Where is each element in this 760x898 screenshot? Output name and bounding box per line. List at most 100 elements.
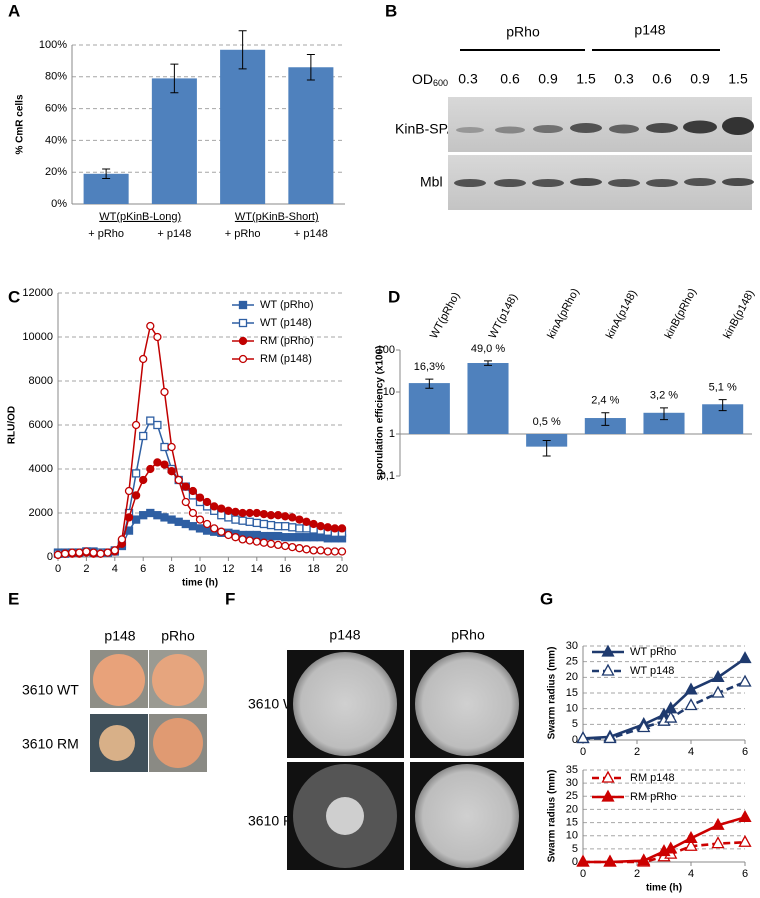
y-tick-label: 20 <box>566 671 578 683</box>
marker <box>153 332 162 342</box>
marker <box>302 524 311 533</box>
marker <box>337 524 347 533</box>
bar <box>288 67 334 204</box>
y-tick-label: 4000 <box>29 463 53 475</box>
column-label: pRho <box>161 628 195 644</box>
y-tick-label: 80% <box>45 71 67 83</box>
value-label: 49,0 % <box>471 343 505 355</box>
marker <box>224 530 233 540</box>
panel-letter: E <box>8 589 19 608</box>
marker <box>231 515 240 524</box>
x-tick-label: kinB(pRho) <box>663 287 699 341</box>
panel-letter: C <box>8 287 20 306</box>
marker <box>738 809 752 822</box>
row-label: 3610 WT <box>22 682 79 698</box>
y-tick-label: 20% <box>45 166 67 178</box>
marker <box>259 519 269 529</box>
marker <box>330 547 340 556</box>
error-bar <box>238 30 247 70</box>
marker <box>160 513 169 522</box>
marker <box>711 685 725 698</box>
y-tick-label: 8000 <box>29 375 53 387</box>
marker <box>684 838 698 851</box>
marker <box>195 524 205 533</box>
band-label: Mbl <box>420 174 443 190</box>
x-tick-label: 2 <box>634 868 640 880</box>
bar <box>584 418 626 434</box>
marker <box>124 486 134 496</box>
x-tick-label: 2 <box>83 563 89 575</box>
x-tick-label: + p148 <box>294 228 328 240</box>
bar <box>643 412 685 434</box>
value-label: 0,5 % <box>533 416 561 428</box>
marker <box>96 549 105 558</box>
panel-letter: G <box>540 589 553 608</box>
x-tick-label: 4 <box>112 563 118 575</box>
marker <box>89 548 98 557</box>
y-axis-label: sporulation efficiency (x100) <box>375 345 386 480</box>
panel-letter: A <box>8 1 20 20</box>
marker <box>266 539 276 548</box>
column-label: p148 <box>329 627 360 643</box>
marker <box>295 544 304 553</box>
plate-images <box>287 650 524 870</box>
y-tick-label: 1 <box>389 428 395 440</box>
od-value: 1.5 <box>576 71 596 87</box>
od-value: 0.6 <box>652 71 672 87</box>
group-label: WT(pKinB-Long) <box>99 211 181 223</box>
marker <box>217 527 226 536</box>
marker <box>266 511 276 520</box>
marker <box>110 546 119 555</box>
error-bar <box>170 63 179 94</box>
marker <box>576 731 590 744</box>
legend-label: WT p148 <box>630 665 674 677</box>
x-tick-label: 2 <box>634 746 640 758</box>
od-label: OD600 <box>412 71 448 89</box>
x-tick-label: kinA(p148) <box>604 288 640 341</box>
y-tick-label: 15 <box>566 687 578 699</box>
error-bar <box>718 399 727 412</box>
y-axis-label: Swarm radius (mm) <box>547 770 558 863</box>
panel-letter: D <box>388 287 400 306</box>
legend-marker <box>601 663 615 676</box>
marker <box>131 420 141 430</box>
bar <box>467 363 509 434</box>
legend-label: RM p148 <box>630 772 675 784</box>
marker <box>309 533 318 542</box>
marker <box>117 535 127 544</box>
marker <box>576 854 590 867</box>
marker <box>273 522 283 531</box>
x-tick-label: + p148 <box>157 228 191 240</box>
y-tick-label: 5 <box>572 718 578 730</box>
marker <box>181 482 190 491</box>
marker <box>245 536 254 545</box>
marker <box>238 516 247 525</box>
row-label: 3610 RM <box>22 736 79 752</box>
legend-label: RM (p148) <box>260 353 312 365</box>
marker <box>153 420 162 430</box>
marker <box>53 550 63 559</box>
x-tick-label: 6 <box>742 746 748 758</box>
marker <box>188 522 198 531</box>
marker <box>238 535 247 544</box>
marker <box>245 517 254 526</box>
y-tick-label: 40% <box>45 134 67 146</box>
column-label: p148 <box>104 628 135 644</box>
x-tick-label: WT(pRho) <box>428 290 462 340</box>
marker <box>637 720 651 733</box>
marker <box>738 674 752 687</box>
marker <box>316 522 325 531</box>
error-bar <box>425 378 434 389</box>
x-tick-label: 4 <box>688 868 694 880</box>
marker <box>131 515 141 524</box>
marker <box>711 817 725 830</box>
column-label: pRho <box>451 627 485 643</box>
marker <box>302 545 311 554</box>
marker <box>684 830 698 843</box>
marker <box>637 853 651 866</box>
panel-letter: B <box>385 1 397 20</box>
marker <box>337 547 347 556</box>
od-sub: 600 <box>433 78 448 88</box>
band-label: KinB-SPA <box>395 121 457 137</box>
